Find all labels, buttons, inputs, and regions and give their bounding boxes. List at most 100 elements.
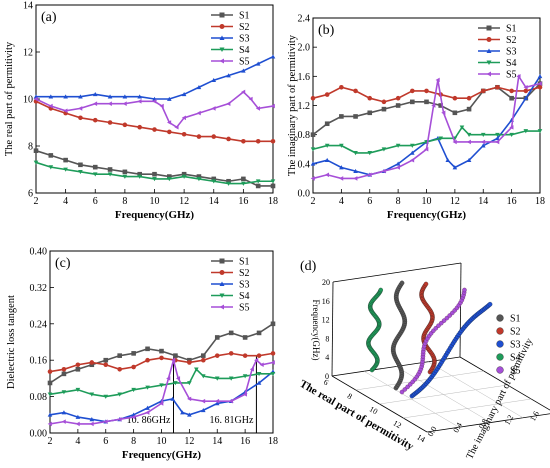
data-point xyxy=(353,114,358,119)
x-tick-label: 10 xyxy=(422,196,432,207)
y-tick-label: 6 xyxy=(28,189,33,200)
x-axis-label: Frequency(GHz) xyxy=(387,209,467,221)
legend-marker xyxy=(496,353,504,361)
data-point xyxy=(167,96,172,101)
data-point xyxy=(196,174,202,179)
data-point xyxy=(509,125,514,130)
data-point xyxy=(173,381,178,386)
data-point xyxy=(63,94,68,99)
legend-marker xyxy=(496,366,504,374)
data-point xyxy=(78,115,83,121)
data-point xyxy=(63,157,68,163)
data-point xyxy=(181,92,187,97)
x-tick-label: 8 xyxy=(396,196,401,207)
data-point xyxy=(152,127,157,132)
data-point xyxy=(367,95,373,101)
data-point xyxy=(78,162,83,168)
data-point xyxy=(78,106,83,111)
legend-label: S4 xyxy=(239,291,250,302)
data-point xyxy=(445,157,451,163)
z-tick-label: 12 xyxy=(322,316,330,325)
legend-label: S4 xyxy=(506,58,517,69)
data-point xyxy=(509,95,514,101)
data-point xyxy=(152,171,157,177)
x-tick-label: 4 xyxy=(63,196,68,207)
data-point xyxy=(228,330,234,336)
data-point xyxy=(103,419,108,424)
data-point xyxy=(48,103,53,109)
data-point xyxy=(187,412,192,417)
data-point xyxy=(159,348,164,354)
legend-marker xyxy=(219,58,224,64)
data-point xyxy=(226,181,231,186)
legend-label: S5 xyxy=(510,366,521,377)
legend-label: S1 xyxy=(510,314,521,325)
data-point xyxy=(48,153,54,158)
panel-label: (a) xyxy=(41,10,57,25)
legend-label: S2 xyxy=(510,327,521,338)
data-point xyxy=(310,147,316,152)
data-point xyxy=(395,143,401,148)
data-point xyxy=(367,172,372,178)
x-tick-label: 12 xyxy=(392,418,403,430)
data-point xyxy=(214,401,220,406)
data-point xyxy=(122,101,127,106)
data-point xyxy=(256,353,262,358)
data-point xyxy=(122,94,128,99)
data-point xyxy=(201,353,206,358)
x-tick-label: 16 xyxy=(240,436,250,447)
x-tick-label: 4 xyxy=(75,436,80,447)
data-point xyxy=(255,139,261,144)
data-point xyxy=(466,106,472,112)
data-point xyxy=(435,77,440,83)
data-point xyxy=(324,143,330,148)
data-point xyxy=(226,101,231,106)
legend-label: S3 xyxy=(510,340,521,351)
data-point xyxy=(438,136,443,141)
data-point xyxy=(339,165,344,170)
legend-marker xyxy=(219,304,224,310)
data-point xyxy=(89,417,95,422)
series-line-S4 xyxy=(49,367,273,398)
data-point xyxy=(171,357,176,363)
data-point xyxy=(324,172,330,178)
data-point xyxy=(255,183,261,189)
data-point xyxy=(78,170,83,175)
data-point-S5 xyxy=(399,389,405,395)
data-point xyxy=(310,95,316,101)
data-point xyxy=(48,94,54,99)
y-tick-label: 0.4 xyxy=(451,421,464,434)
data-point xyxy=(452,139,457,145)
x-tick-label: 18 xyxy=(268,196,278,207)
data-point xyxy=(523,88,529,94)
data-point xyxy=(33,148,39,153)
data-point xyxy=(122,122,128,128)
data-point xyxy=(131,414,136,420)
data-point xyxy=(395,95,401,101)
data-point xyxy=(63,108,68,114)
x-tick-label: 6 xyxy=(93,196,98,207)
data-point xyxy=(103,394,109,399)
data-point xyxy=(117,353,122,358)
data-point xyxy=(523,95,529,101)
data-point xyxy=(523,129,529,134)
data-point xyxy=(214,353,220,358)
data-point xyxy=(122,174,128,179)
panel-b: 2 4 6 8 10 12 14 16 18 0.0 0.4 0.8 1.2 1.6 2.0 2.4 Frequ… xyxy=(287,14,545,222)
data-point xyxy=(145,410,150,415)
data-point xyxy=(145,385,150,390)
data-point xyxy=(395,103,401,108)
data-point xyxy=(159,355,164,361)
z-tick-label: 8 xyxy=(325,334,329,343)
data-point xyxy=(270,321,276,327)
data-point xyxy=(509,88,514,94)
data-point xyxy=(228,351,234,356)
data-point xyxy=(242,335,248,340)
data-point-S4 xyxy=(378,287,384,293)
data-point xyxy=(480,132,486,137)
box-edge xyxy=(332,262,462,283)
legend-label: S1 xyxy=(239,257,250,268)
data-point-S5 xyxy=(402,387,408,392)
data-point xyxy=(92,92,98,97)
legend-label: S1 xyxy=(239,11,250,22)
